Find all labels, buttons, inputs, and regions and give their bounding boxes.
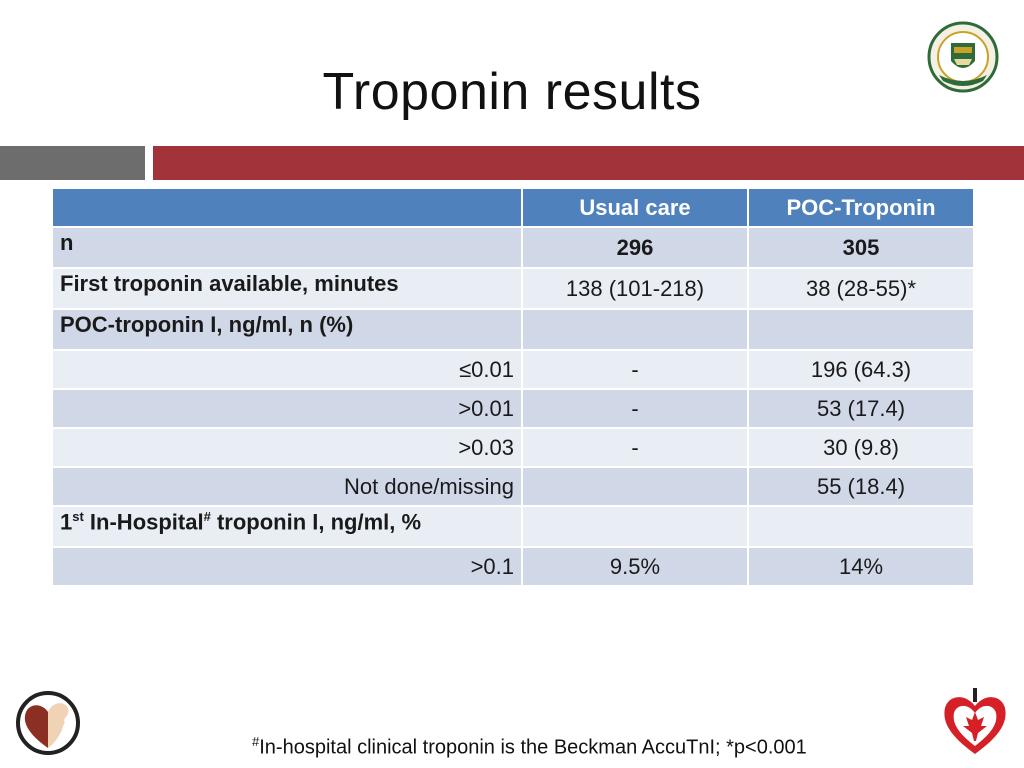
heart-profile-logo-icon — [16, 691, 80, 755]
cell-poc-n: 305 — [749, 228, 973, 267]
row-label-poc-troponin: POC-troponin I, ng/ml, n (%) — [53, 310, 521, 349]
row-label-in-hospital: 1st In-Hospital# troponin I, ng/ml, % — [53, 507, 521, 546]
cell-poc-gt-0-01: 53 (17.4) — [749, 390, 973, 427]
footnote-hash: # — [252, 734, 260, 749]
row-label-gt-0-1: >0.1 — [53, 548, 521, 585]
row-label-n: n — [53, 228, 521, 267]
header-bar-red — [153, 146, 1024, 180]
table-row: >0.03 - 30 (9.8) — [53, 429, 973, 466]
cell-usual-in-hospital — [523, 507, 747, 546]
row-label-gt-0-03: >0.03 — [53, 429, 521, 466]
table-header-empty — [53, 189, 521, 226]
table-header-poc-troponin: POC-Troponin — [749, 189, 973, 226]
table-row: n 296 305 — [53, 228, 973, 267]
row-label-not-done: Not done/missing — [53, 468, 521, 505]
in-hospital-label-part: troponin I, ng/ml, % — [210, 509, 422, 535]
table-row: POC-troponin I, ng/ml, n (%) — [53, 310, 973, 349]
cell-poc-first-troponin: 38 (28-55)* — [749, 269, 973, 308]
cell-usual-poc-troponin — [523, 310, 747, 349]
in-hospital-label-hash: # — [203, 509, 211, 524]
header-bar-gray — [0, 146, 145, 180]
in-hospital-label-part: In-Hospital — [83, 509, 204, 535]
slide-title: Troponin results — [322, 63, 702, 121]
table-row: 1st In-Hospital# troponin I, ng/ml, % — [53, 507, 973, 546]
table-row: Not done/missing 55 (18.4) — [53, 468, 973, 505]
university-of-alberta-crest-icon — [927, 21, 999, 93]
cell-poc-gt-0-03: 30 (9.8) — [749, 429, 973, 466]
cell-usual-first-troponin: 138 (101-218) — [523, 269, 747, 308]
cell-usual-gt-0-01: - — [523, 390, 747, 427]
cell-usual-le-0-01: - — [523, 351, 747, 388]
row-label-first-troponin: First troponin available, minutes — [53, 269, 521, 308]
cell-usual-gt-0-03: - — [523, 429, 747, 466]
cell-poc-poc-troponin — [749, 310, 973, 349]
table-row: >0.01 - 53 (17.4) — [53, 390, 973, 427]
row-label-le-0-01: ≤0.01 — [53, 351, 521, 388]
cell-poc-gt-0-1: 14% — [749, 548, 973, 585]
table-row: First troponin available, minutes 138 (1… — [53, 269, 973, 308]
cell-poc-not-done: 55 (18.4) — [749, 468, 973, 505]
row-label-gt-0-01: >0.01 — [53, 390, 521, 427]
in-hospital-label-superscript: st — [72, 509, 84, 524]
cell-usual-gt-0-1: 9.5% — [523, 548, 747, 585]
troponin-results-table: Usual care POC-Troponin n 296 305 First … — [51, 187, 975, 587]
footnote: #In-hospital clinical troponin is the Be… — [252, 734, 807, 760]
footnote-text: In-hospital clinical troponin is the Bec… — [259, 736, 807, 759]
cell-usual-n: 296 — [523, 228, 747, 267]
table-row: >0.1 9.5% 14% — [53, 548, 973, 585]
cell-poc-in-hospital — [749, 507, 973, 546]
table-header-usual-care: Usual care — [523, 189, 747, 226]
in-hospital-label-part: 1 — [60, 509, 73, 535]
table-row: ≤0.01 - 196 (64.3) — [53, 351, 973, 388]
cell-poc-le-0-01: 196 (64.3) — [749, 351, 973, 388]
heart-maple-leaf-logo-icon — [944, 688, 1006, 754]
table-header-row: Usual care POC-Troponin — [53, 189, 973, 226]
cell-usual-not-done — [523, 468, 747, 505]
